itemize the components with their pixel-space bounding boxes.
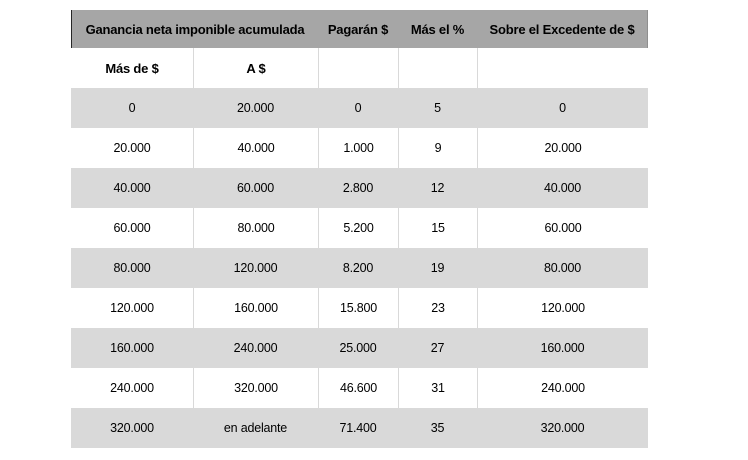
table-cell: 25.000 (339, 341, 377, 355)
header-sobre-excedente: Sobre el Excedente de $ (477, 10, 648, 48)
header-mas-el-pct: Más el % (410, 21, 465, 37)
table-cell: 40.000 (113, 181, 151, 195)
table-cell: 27 (430, 341, 445, 355)
table-row: 20.000 40.000 1.000 9 20.000 (71, 128, 648, 168)
table-cell: 0 (354, 101, 362, 115)
table-cell: 35 (430, 421, 445, 435)
table-cell: 160.000 (110, 341, 154, 355)
table-cell: 5 (434, 101, 441, 115)
table-cell: 40.000 (193, 128, 318, 168)
table-cell: 20.000 (477, 128, 648, 168)
table-cell: 320.000 (110, 421, 154, 435)
table-cell: 320.000 (540, 421, 585, 435)
table-row: 320.000 en adelante 71.400 35 320.000 (71, 408, 648, 448)
table-row: 80.000 120.000 8.200 19 80.000 (71, 248, 648, 288)
table-row: 60.000 80.000 5.200 15 60.000 (71, 208, 648, 248)
subheader-empty (477, 48, 648, 88)
table-cell: 2.800 (342, 181, 374, 195)
table-subheader-row: Más de $ A $ (71, 48, 648, 88)
table-cell: 19 (430, 261, 445, 275)
table-cell: 240.000 (110, 381, 154, 395)
table-row: 160.000 240.000 25.000 27 160.000 (71, 328, 648, 368)
table-cell: 20.000 (236, 101, 275, 115)
table-cell: 15 (398, 208, 477, 248)
table-cell: 60.000 (113, 221, 151, 235)
table-cell: 120.000 (110, 301, 154, 315)
table-cell: 60.000 (477, 208, 648, 248)
table-cell: 23 (398, 288, 477, 328)
subheader-mas-de: Más de $ (105, 60, 159, 76)
table-cell: 160.000 (540, 341, 585, 355)
table-cell: 5.200 (318, 208, 398, 248)
table-cell: 46.600 (318, 368, 398, 408)
table-header-row: Ganancia neta imponible acumulada Pagará… (71, 10, 648, 48)
table-cell: 40.000 (543, 181, 582, 195)
table-cell: 80.000 (543, 261, 582, 275)
subheader-empty (318, 48, 398, 88)
table-row: 0 20.000 0 5 0 (71, 88, 648, 128)
table-cell: 320.000 (193, 368, 318, 408)
table-cell: 0 (559, 101, 566, 115)
header-ganancia-neta: Ganancia neta imponible acumulada (71, 10, 318, 48)
table-cell: 0 (128, 101, 136, 115)
tax-bracket-table: Ganancia neta imponible acumulada Pagará… (71, 10, 648, 448)
header-pagaran: Pagarán $ (327, 21, 389, 37)
table-cell: 31 (398, 368, 477, 408)
table-cell: 71.400 (339, 421, 377, 435)
table-cell: 15.800 (318, 288, 398, 328)
table-row: 120.000 160.000 15.800 23 120.000 (71, 288, 648, 328)
table-cell: 20.000 (113, 141, 151, 155)
table-row: 240.000 320.000 46.600 31 240.000 (71, 368, 648, 408)
table-cell: 12 (430, 181, 445, 195)
table-cell: 120.000 (477, 288, 648, 328)
table-cell: 60.000 (236, 181, 275, 195)
subheader-a: A $ (193, 48, 318, 88)
table-cell: 80.000 (113, 261, 151, 275)
table-cell: 1.000 (318, 128, 398, 168)
table-cell: 160.000 (193, 288, 318, 328)
table-cell: en adelante (223, 421, 288, 435)
table-cell: 8.200 (342, 261, 374, 275)
table-cell: 80.000 (193, 208, 318, 248)
table-cell: 240.000 (233, 341, 278, 355)
table-row: 40.000 60.000 2.800 12 40.000 (71, 168, 648, 208)
table-cell: 120.000 (233, 261, 278, 275)
table-cell: 9 (398, 128, 477, 168)
subheader-empty (398, 48, 477, 88)
table-cell: 240.000 (477, 368, 648, 408)
